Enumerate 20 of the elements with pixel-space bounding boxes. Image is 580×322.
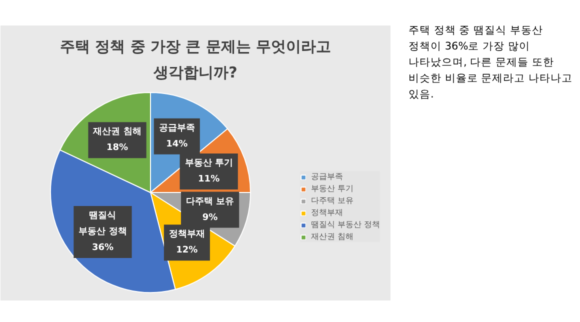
slice-label: 부동산 투기 xyxy=(184,158,233,168)
slice-label: 땜질식 부동산 정책 xyxy=(78,211,127,238)
legend-label: 부동산 투기 xyxy=(311,183,354,194)
data-label: 18% xyxy=(106,143,128,154)
legend-label: 정책부재 xyxy=(311,207,343,218)
legend-label: 땜질식 부동산 정책 xyxy=(311,219,380,230)
legend-label: 재산권 침해 xyxy=(311,231,354,242)
data-label: 9% xyxy=(202,212,218,223)
slice-label: 정책부재 xyxy=(168,230,205,240)
legend-label: 공급부족 xyxy=(311,171,343,182)
chart-title: 주택 정책 중 가장 큰 문제는 무엇이라고 생각합니까? xyxy=(60,38,332,82)
data-label: 11% xyxy=(198,174,220,184)
text: 주택 정책 중 땜질식 부동산 정책이 36%로 가장 많이 나타났으며, 다른 문제들 또한 비슷한 비율로 문제라고 나타나고 있음. xyxy=(408,24,573,100)
data-label: 36% xyxy=(92,243,114,254)
slice-label: 재산권 침해 xyxy=(92,127,142,138)
slice-label: 공급부족 xyxy=(158,123,195,134)
legend-label: 다주택 보유 xyxy=(311,195,354,206)
data-label: 14% xyxy=(166,139,188,150)
slice-label: 다주택 보유 xyxy=(186,196,234,207)
data-label: 12% xyxy=(176,246,198,256)
